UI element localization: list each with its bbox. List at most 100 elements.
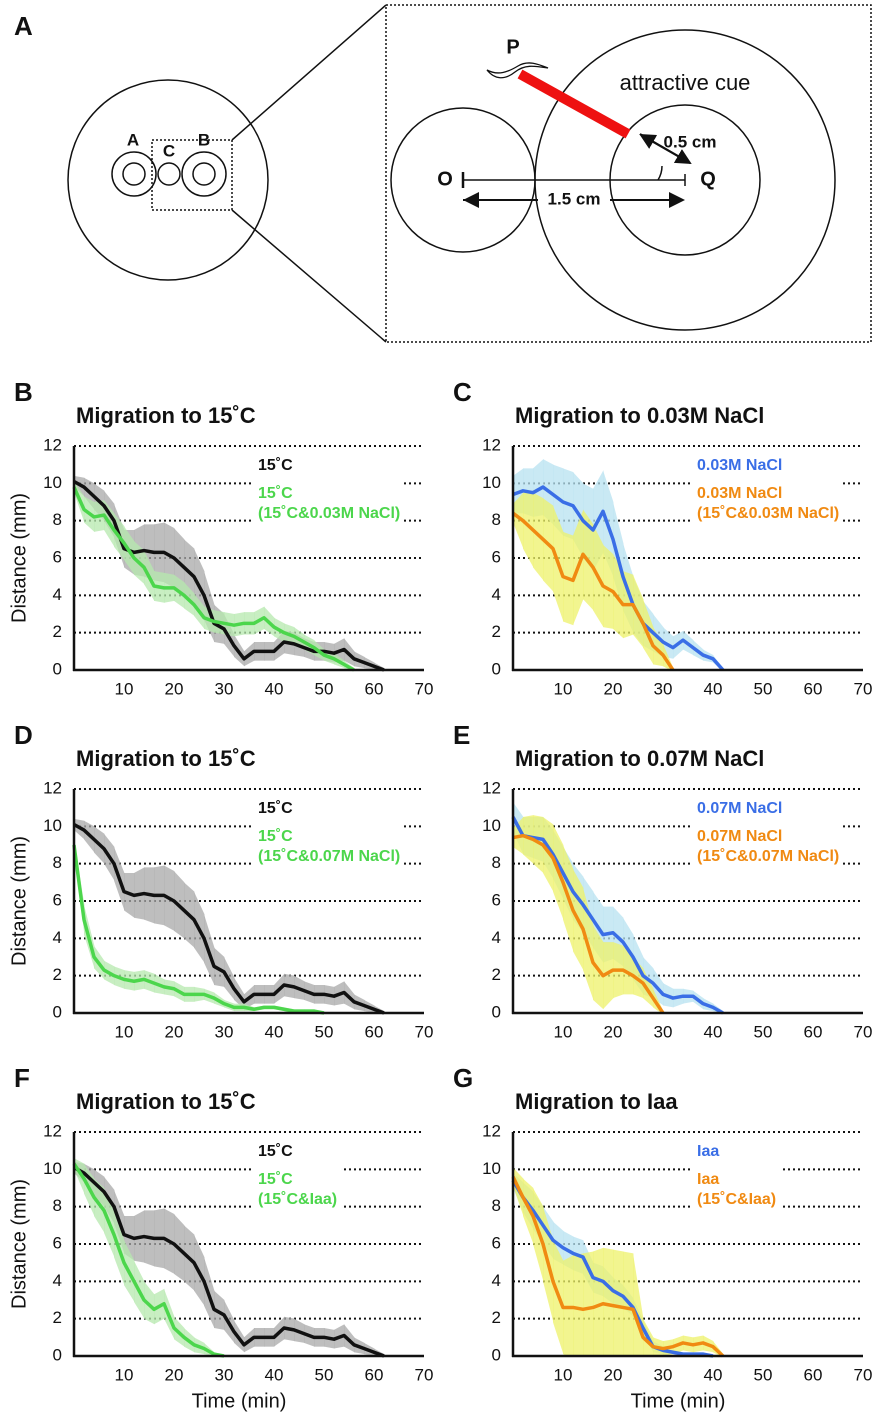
y-axis-label: Distance (mm) (8, 1179, 30, 1309)
spot (192, 162, 216, 186)
chart-title: Migration to 0.03M NaCl (515, 403, 764, 428)
legend: 15˚C 15˚C (15˚C&Iaa) (254, 1140, 342, 1212)
x-tick-label: 20 (604, 1365, 623, 1384)
x-tick-label: 40 (265, 1365, 284, 1384)
legend-entry: 0.07M NaCl (15˚C&0.07M NaCl) (697, 828, 840, 865)
x-tick-label: 10 (554, 1022, 573, 1041)
x-tick-label: 50 (754, 679, 773, 698)
x-tick-label: 40 (704, 1022, 723, 1041)
legend-entry: 15˚C (15˚C&0.03M NaCl) (258, 485, 401, 522)
panel-label: G (453, 1063, 473, 1093)
point-label: P (506, 36, 519, 58)
y-tick-label: 8 (492, 510, 501, 529)
chart-panel: C Migration to 0.03M NaCl 0 2 4 6 8 10 12 10 20 30 4… (453, 377, 872, 699)
y-tick-label: 2 (492, 965, 501, 984)
error-band (523, 492, 534, 568)
x-tick-label: 50 (754, 1365, 773, 1384)
y-tick-label: 12 (482, 1121, 501, 1140)
x-tick-label: 60 (365, 679, 384, 698)
angle-arc (657, 165, 663, 181)
x-tick-label: 60 (804, 1022, 823, 1041)
chart-panel: D Migration to 15˚C Distance (mm) 0 2 4 6 8 10 12… (8, 720, 433, 1042)
point-label: O (437, 168, 453, 190)
y-tick-label: 2 (492, 1308, 501, 1327)
y-tick-label: 4 (492, 928, 501, 947)
legend: 15˚C 15˚C (15˚C&0.03M NaCl) (254, 454, 405, 526)
chart-title: Migration to Iaa (515, 1089, 678, 1114)
x-tick-label: 20 (604, 679, 623, 698)
chart-title: Migration to 15˚C (76, 1089, 256, 1114)
legend-entry: Iaa (15˚C&Iaa) (697, 1171, 777, 1208)
y-tick-label: 6 (492, 1233, 501, 1252)
y-tick-label: 0 (53, 659, 62, 678)
x-tick-label: 70 (854, 1365, 873, 1384)
legend-entry: 0.07M NaCl (697, 800, 783, 817)
y-tick-label: 12 (43, 778, 62, 797)
spot (111, 151, 157, 197)
x-tick-label: 50 (315, 679, 334, 698)
legend-entry: 15˚C (258, 457, 293, 474)
x-tick-label: 60 (365, 1365, 384, 1384)
x-tick-label: 30 (654, 1365, 673, 1384)
data-line (72, 1162, 225, 1358)
y-tick-label: 6 (53, 547, 62, 566)
data-line (72, 486, 355, 672)
x-tick-label: 40 (265, 1022, 284, 1041)
x-tick-label: 30 (654, 1022, 673, 1041)
y-tick-label: 8 (492, 853, 501, 872)
x-tick-label: 10 (115, 679, 134, 698)
y-tick-label: 2 (53, 622, 62, 641)
y-axis-label: Distance (mm) (8, 493, 30, 623)
zoom-line (231, 4, 387, 141)
y-tick-label: 6 (492, 890, 501, 909)
bands (513, 802, 724, 1013)
y-tick-label: 12 (482, 435, 501, 454)
legend-entry: Iaa (697, 1143, 720, 1160)
legend: Iaa Iaa (15˚C&Iaa) (693, 1140, 781, 1212)
y-tick-label: 12 (482, 778, 501, 797)
zoom-box (385, 4, 872, 343)
y-tick-label: 8 (53, 853, 62, 872)
x-tick-label: 30 (215, 1365, 234, 1384)
x-tick-label: 40 (704, 1365, 723, 1384)
x-axis-label: Time (min) (192, 1390, 287, 1412)
data-line (73, 1165, 385, 1358)
legend-entry: 15˚C (15˚C&Iaa) (258, 1171, 338, 1208)
panel-label: B (14, 377, 33, 407)
zoom-line (231, 209, 387, 343)
x-tick-label: 50 (315, 1022, 334, 1041)
x-tick-label: 30 (215, 679, 234, 698)
zoom-box (151, 139, 233, 211)
legend: 0.03M NaCl 0.03M NaCl (15˚C&0.03M NaCl) (693, 454, 844, 526)
chart-panel: G Migration to Iaa Time (min) 0 2 4 6 8 10 12 10 20… (453, 1063, 872, 1412)
bands (513, 1167, 724, 1356)
x-tick-label: 10 (554, 1365, 573, 1384)
data-line (511, 511, 675, 671)
x-tick-label: 60 (365, 1022, 384, 1041)
panel-a: A A C B P attractive cue 0.5 cm O Q 1.5 … (14, 4, 872, 343)
y-tick-label: 10 (482, 1159, 501, 1178)
plate (67, 79, 269, 281)
y-tick-label: 6 (53, 890, 62, 909)
x-tick-label: 10 (554, 679, 573, 698)
y-tick-label: 4 (492, 1271, 501, 1290)
y-axis-label: Distance (mm) (8, 836, 30, 966)
panel-label: E (453, 720, 470, 750)
radius-arrow (639, 134, 691, 164)
panel-label: C (453, 377, 472, 407)
y-tick-label: 8 (492, 1196, 501, 1215)
chart-panel: F Migration to 15˚C Distance (mm) Time (min… (8, 1063, 433, 1412)
x-tick-label: 30 (654, 679, 673, 698)
chart-title: Migration to 0.07M NaCl (515, 746, 764, 771)
x-tick-label: 10 (115, 1022, 134, 1041)
error-band (523, 1178, 534, 1244)
y-tick-label: 6 (492, 547, 501, 566)
data-line (72, 844, 325, 1015)
x-axis-label: Time (min) (631, 1390, 726, 1412)
x-tick-label: 20 (165, 679, 184, 698)
data-line (512, 833, 665, 1014)
panel-label: F (14, 1063, 30, 1093)
chart-panel: B Migration to 15˚C Distance (mm) 0 2 4 6 8 10 12… (8, 377, 433, 699)
y-tick-label: 4 (53, 585, 62, 604)
